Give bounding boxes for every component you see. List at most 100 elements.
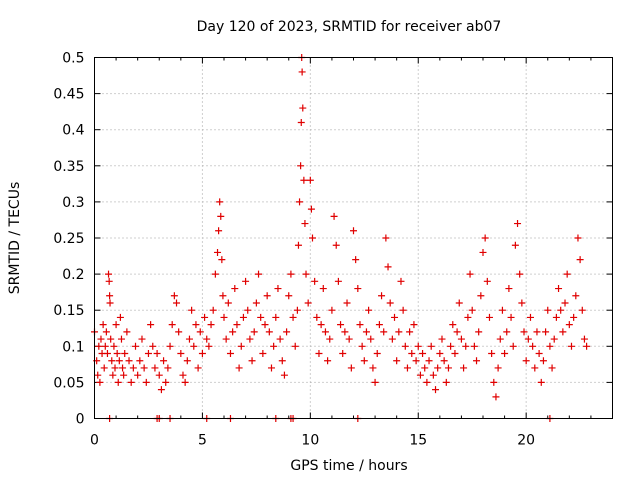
data-point [293, 306, 301, 314]
data-point [563, 270, 571, 278]
data-point [267, 364, 275, 372]
data-point [177, 350, 185, 358]
data-point [419, 350, 427, 358]
data-point [121, 350, 129, 358]
data-point [112, 321, 120, 329]
data-point [516, 270, 524, 278]
data-point [110, 342, 118, 350]
data-point [574, 234, 582, 242]
y-tick-label: 0 [76, 412, 85, 428]
data-point [298, 68, 306, 76]
data-point [120, 371, 128, 379]
data-point [96, 378, 104, 386]
data-point [99, 321, 107, 329]
data-point [565, 321, 573, 329]
data-point [278, 357, 286, 365]
data-point [315, 350, 323, 358]
data-point [488, 350, 496, 358]
data-point [492, 393, 500, 401]
data-point [107, 335, 115, 343]
data-point [578, 306, 586, 314]
data-point [276, 335, 284, 343]
data-point [102, 328, 110, 336]
data-point [464, 313, 472, 321]
data-point [239, 313, 247, 321]
data-point [576, 256, 584, 264]
data-point [209, 306, 217, 314]
data-point [324, 357, 332, 365]
data-point [201, 313, 209, 321]
data-point [375, 321, 383, 329]
data-point [257, 313, 265, 321]
data-point [218, 256, 226, 264]
data-point [190, 342, 198, 350]
data-point [451, 350, 459, 358]
data-point [289, 313, 297, 321]
data-point [410, 321, 418, 329]
y-tick-label: 0.35 [53, 159, 84, 175]
data-point [97, 335, 105, 343]
data-point [473, 357, 481, 365]
data-point [455, 299, 463, 307]
data-point [226, 350, 234, 358]
data-point [518, 299, 526, 307]
data-point [136, 357, 144, 365]
y-tick-label: 0.5 [62, 51, 84, 67]
data-point [301, 220, 309, 228]
data-point [106, 292, 114, 300]
data-point [332, 241, 340, 249]
data-point [181, 378, 189, 386]
data-point [535, 350, 543, 358]
data-point [109, 371, 117, 379]
data-point [483, 277, 491, 285]
data-point [127, 378, 135, 386]
data-point [507, 313, 515, 321]
data-point [369, 364, 377, 372]
data-point [265, 328, 273, 336]
data-point [103, 350, 111, 358]
data-point [475, 328, 483, 336]
data-point [105, 270, 113, 278]
data-point [244, 306, 252, 314]
data-point [330, 212, 338, 220]
data-point [352, 256, 360, 264]
data-point [237, 342, 245, 350]
data-point [252, 299, 260, 307]
data-point [311, 277, 319, 285]
data-point [306, 176, 314, 184]
y-tick-label: 0.05 [53, 375, 84, 391]
data-point [546, 342, 554, 350]
data-point [345, 335, 353, 343]
data-point [242, 277, 250, 285]
data-point [457, 335, 465, 343]
data-point [317, 321, 325, 329]
y-tick-label: 0.15 [53, 303, 84, 319]
data-point [175, 328, 183, 336]
data-point [449, 321, 457, 329]
data-point [259, 350, 267, 358]
x-tick-label: 0 [90, 433, 99, 449]
data-point [215, 227, 223, 235]
data-point [382, 234, 390, 242]
data-point [572, 292, 580, 300]
data-point [132, 342, 140, 350]
data-point [229, 328, 237, 336]
data-point [388, 335, 396, 343]
data-point [183, 357, 191, 365]
y-tick-label: 0.1 [62, 339, 84, 355]
data-point [365, 306, 373, 314]
data-point [129, 364, 137, 372]
y-tick-label: 0.25 [53, 231, 84, 247]
y-tick-label: 0.2 [62, 267, 84, 283]
data-point [219, 292, 227, 300]
data-point [220, 313, 228, 321]
data-point [378, 292, 386, 300]
data-point [526, 313, 534, 321]
data-point [354, 285, 362, 293]
data-point [412, 357, 420, 365]
data-point [101, 342, 109, 350]
data-point [321, 328, 329, 336]
data-point [196, 328, 204, 336]
data-point [235, 364, 243, 372]
data-point [217, 212, 225, 220]
